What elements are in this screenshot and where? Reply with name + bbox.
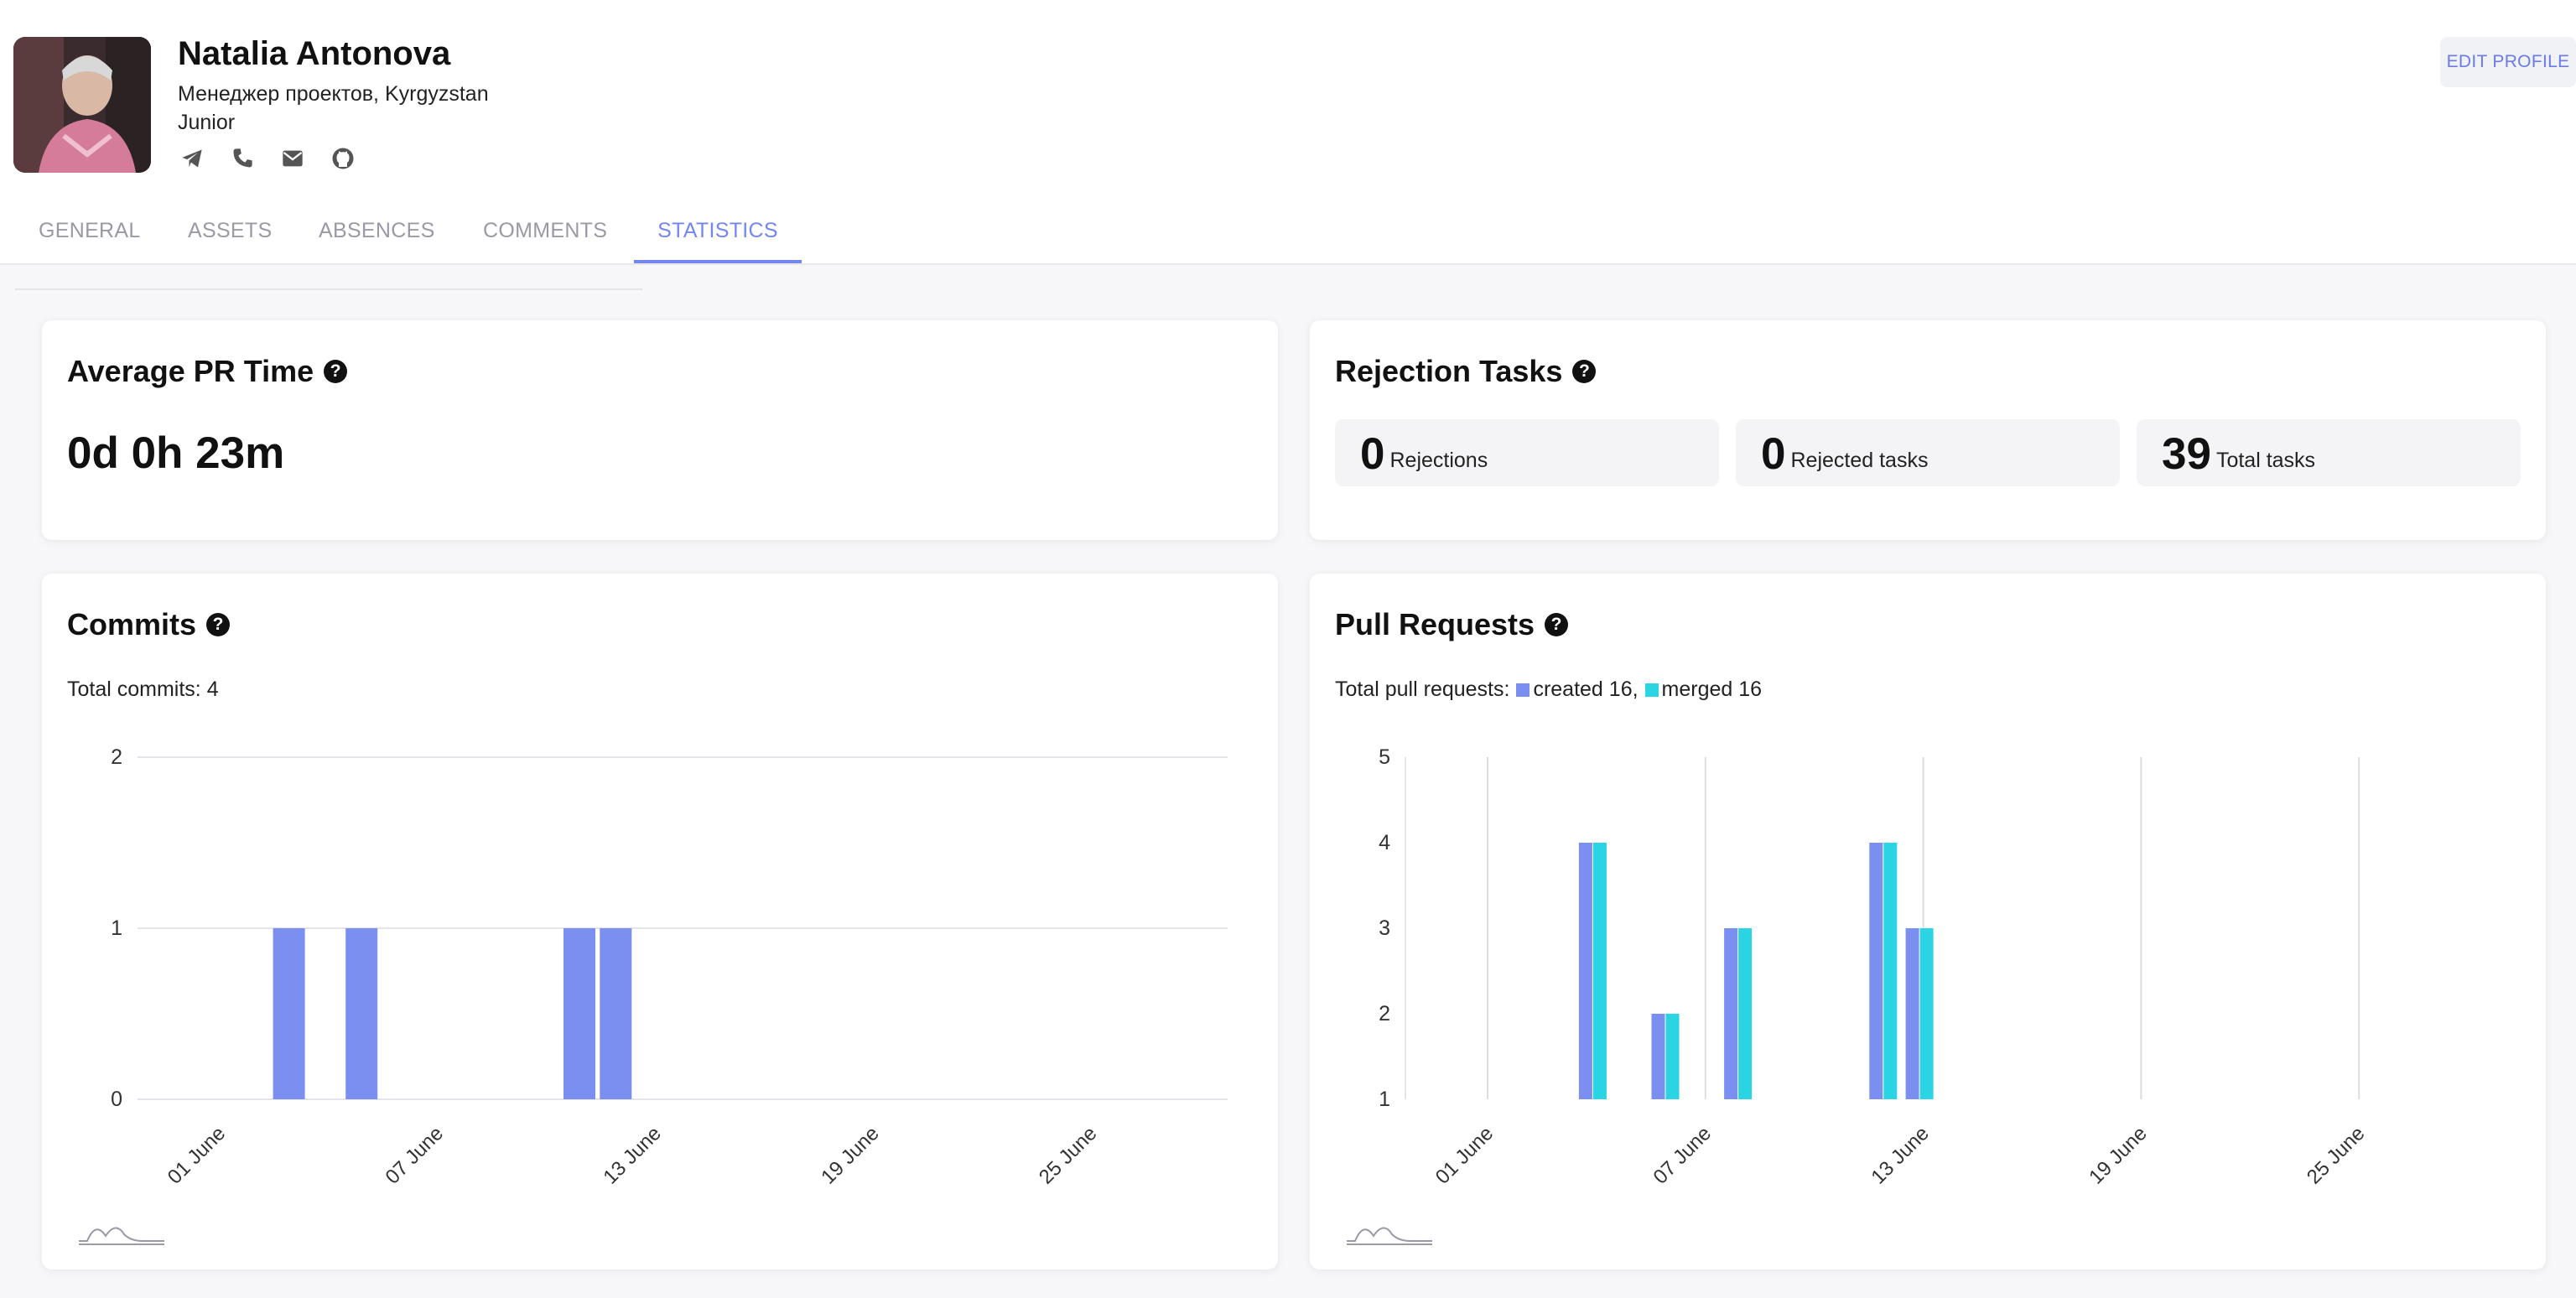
pull-requests-card: Pull Requests ? Total pull requests: cre…: [1310, 574, 2546, 1269]
y-tick-label: 5: [1379, 745, 1390, 769]
bar: [1869, 843, 1883, 1099]
x-tick-label: 13 June: [599, 1122, 665, 1188]
stat-total-tasks: 39 Total tasks: [2137, 419, 2521, 486]
divider: [15, 288, 642, 290]
bar: [1919, 928, 1934, 1099]
tab-statistics[interactable]: STATISTICS: [634, 198, 802, 263]
github-icon[interactable]: [329, 144, 357, 173]
x-tick-label: 19 June: [817, 1122, 883, 1188]
merged-legend-label: merged 16: [1661, 678, 1763, 701]
bar: [345, 928, 378, 1099]
tab-general[interactable]: GENERAL: [39, 218, 141, 242]
y-tick-label: 4: [1379, 831, 1390, 854]
help-icon[interactable]: ?: [206, 613, 231, 636]
profile-tabs: GENERAL ASSETS ABSENCES COMMENTS STATIST…: [0, 198, 2576, 265]
stat-rejected-tasks: 0 Rejected tasks: [1736, 419, 2120, 486]
tab-assets[interactable]: ASSETS: [188, 218, 273, 242]
stat-value: 0: [1360, 429, 1385, 479]
x-tick-label: 01 June: [1431, 1122, 1498, 1188]
y-tick-label: 2: [111, 745, 122, 769]
stat-value: 39: [2162, 429, 2211, 479]
commits-title-row: Commits ?: [67, 607, 231, 642]
stat-label: Rejections: [1389, 449, 1488, 472]
tab-absences[interactable]: ABSENCES: [319, 218, 435, 242]
stat-label: Total tasks: [2215, 449, 2316, 472]
avg-pr-card: Average PR Time ? 0d 0h 23m: [42, 320, 1278, 540]
bar: [1738, 928, 1753, 1099]
y-tick-label: 0: [111, 1088, 122, 1111]
x-tick-label: 13 June: [1867, 1122, 1933, 1188]
stat-rejections: 0 Rejections: [1335, 419, 1719, 486]
help-icon[interactable]: ?: [1545, 613, 1569, 636]
pr-title-row: Pull Requests ?: [1335, 607, 1569, 642]
contact-icons: [178, 144, 357, 173]
avg-pr-value: 0d 0h 23m: [67, 428, 285, 478]
x-tick-label: 19 June: [2085, 1122, 2151, 1188]
y-tick-label: 3: [1379, 916, 1390, 940]
x-tick-label: 07 June: [1649, 1122, 1716, 1188]
telegram-icon[interactable]: [178, 144, 206, 173]
pull-requests-chart: 1 2 3 4 5 01 June 07 June 13 June 19 June 25 June: [1379, 745, 2369, 1189]
edit-profile-button[interactable]: EDIT PROFILE: [2440, 37, 2576, 87]
y-tick-label: 1: [1379, 1088, 1390, 1111]
avg-pr-title: Average PR Time: [67, 354, 314, 388]
rejection-title-row: Rejection Tasks ?: [1335, 354, 1597, 389]
merged-legend-swatch: [1644, 683, 1659, 697]
commits-total: Total commits: 4: [67, 678, 219, 701]
profile-name: Natalia Antonova: [178, 35, 451, 72]
bar: [1724, 928, 1738, 1099]
avatar-image: [13, 37, 151, 173]
rejection-title: Rejection Tasks: [1335, 354, 1563, 388]
bar: [1578, 843, 1592, 1099]
help-icon[interactable]: ?: [1572, 360, 1597, 383]
y-tick-label: 1: [111, 916, 122, 940]
phone-icon[interactable]: [228, 144, 257, 173]
x-tick-label: 07 June: [382, 1122, 448, 1188]
profile-level: Junior: [178, 111, 236, 134]
rejection-card: Rejection Tasks ? 0 Rejections 0 Rejecte…: [1310, 320, 2546, 540]
bar: [1592, 843, 1607, 1099]
bar: [1665, 1014, 1680, 1099]
x-tick-label: 25 June: [2303, 1122, 2369, 1188]
bar: [600, 928, 632, 1099]
pr-total: Total pull requests: created 16, merged …: [1335, 678, 1762, 702]
profile-position: Менеджер проектов, Kyrgyzstan: [178, 82, 489, 106]
help-icon[interactable]: ?: [324, 360, 348, 383]
y-tick-label: 2: [1379, 1002, 1390, 1025]
avg-pr-title-row: Average PR Time ?: [67, 354, 348, 389]
tab-comments[interactable]: COMMENTS: [483, 218, 608, 242]
bar: [1883, 843, 1898, 1099]
commits-card: Commits ? Total commits: 4 0 1 2 01 June 07 …: [42, 574, 1278, 1269]
stat-value: 0: [1761, 429, 1786, 479]
commits-chart: 0 1 2 01 June 07 June 13 June 19 June 25 June: [111, 745, 1228, 1189]
commits-title: Commits: [67, 607, 197, 641]
stat-label: Rejected tasks: [1790, 449, 1929, 472]
avatar: [13, 37, 151, 173]
pr-title: Pull Requests: [1335, 607, 1535, 641]
bar: [564, 928, 595, 1099]
pr-total-prefix: Total pull requests:: [1335, 678, 1510, 701]
chart-zoom-icon[interactable]: [75, 1214, 168, 1252]
bar: [273, 928, 305, 1099]
x-tick-label: 01 June: [164, 1122, 230, 1188]
profile-header: Natalia Antonova Менеджер проектов, Kyrg…: [0, 0, 2576, 265]
created-legend-label: created 16,: [1533, 678, 1639, 701]
x-tick-label: 25 June: [1035, 1122, 1101, 1188]
mail-icon[interactable]: [278, 144, 307, 173]
bar: [1651, 1014, 1665, 1099]
created-legend-swatch: [1516, 683, 1530, 697]
chart-zoom-icon[interactable]: [1343, 1214, 1436, 1252]
bar: [1905, 928, 1919, 1099]
